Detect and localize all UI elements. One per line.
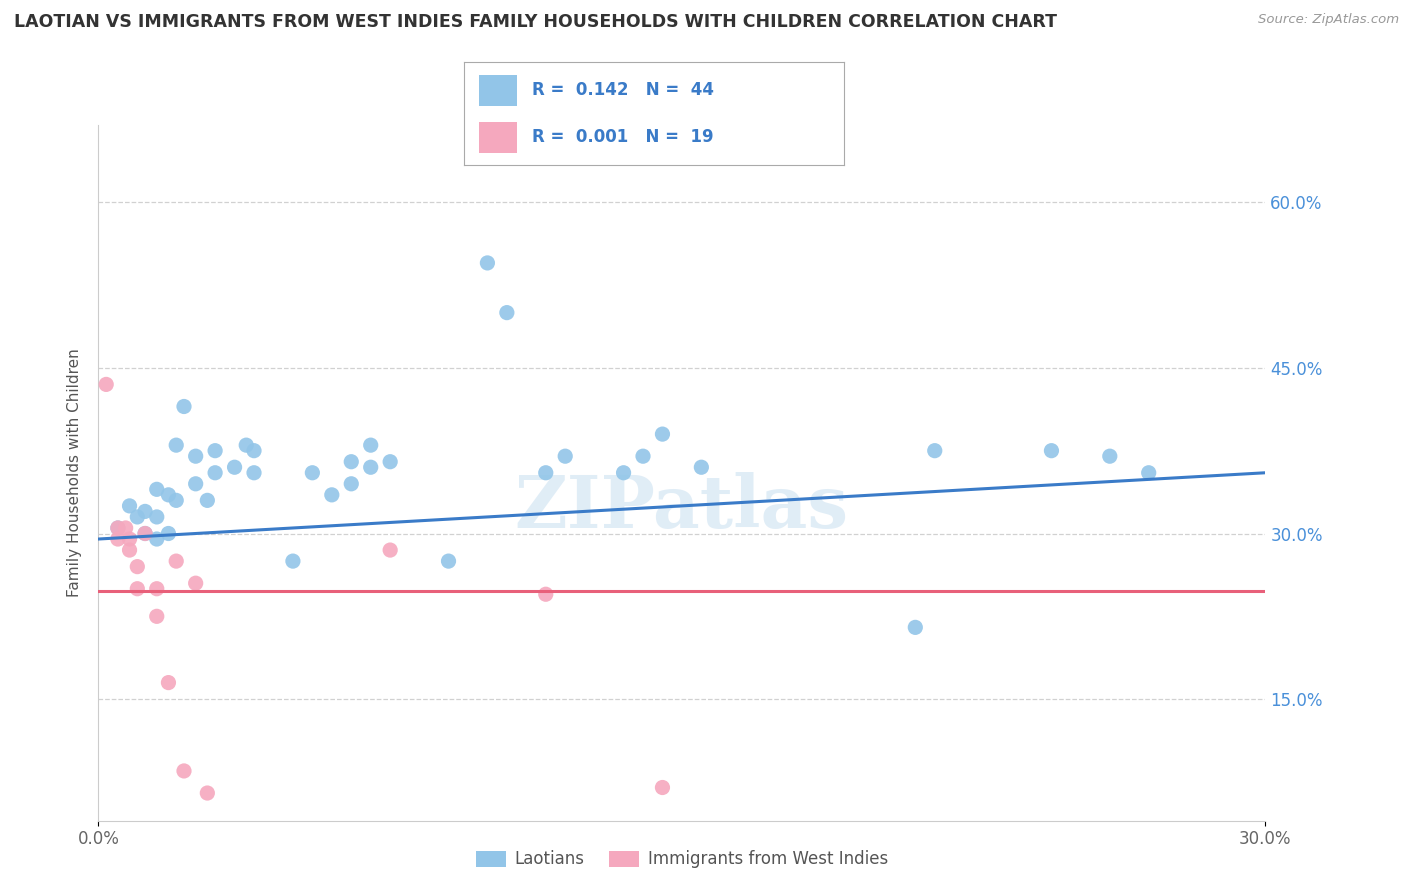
Text: ZIPatlas: ZIPatlas [515,472,849,543]
Point [613,466,636,480]
Point [554,449,576,463]
Point [146,582,169,596]
Point [118,499,141,513]
Point [107,521,129,535]
Point [165,438,187,452]
Point [1137,466,1160,480]
Point [495,305,517,319]
Point [360,460,382,475]
Point [157,675,180,690]
Y-axis label: Family Households with Children: Family Households with Children [67,349,83,597]
Point [235,438,257,452]
Bar [479,75,517,105]
Point [134,526,156,541]
Point [631,449,654,463]
Text: R =  0.001   N =  19: R = 0.001 N = 19 [533,128,714,146]
Text: R =  0.142   N =  44: R = 0.142 N = 44 [533,81,714,99]
Point [173,764,195,778]
Point [118,543,141,558]
Point [184,576,207,591]
Point [534,466,557,480]
Point [224,460,246,475]
Point [477,256,499,270]
Point [378,455,402,469]
Text: LAOTIAN VS IMMIGRANTS FROM WEST INDIES FAMILY HOUSEHOLDS WITH CHILDREN CORRELATI: LAOTIAN VS IMMIGRANTS FROM WEST INDIES F… [14,13,1057,31]
Point [157,526,180,541]
Point [1040,443,1063,458]
Point [301,466,323,480]
Point [378,543,402,558]
Point [118,532,141,546]
Point [204,466,226,480]
Point [157,488,180,502]
Point [195,493,218,508]
Point [96,377,118,392]
Point [134,526,156,541]
Point [204,443,226,458]
Point [173,400,195,414]
Point [127,510,149,524]
Point [146,510,169,524]
Point [243,466,266,480]
Point [340,455,363,469]
Point [165,493,187,508]
Point [281,554,304,568]
Point [534,587,557,601]
Point [146,483,169,497]
Bar [479,122,517,153]
Point [360,438,382,452]
Point [651,427,673,442]
Point [146,532,169,546]
Point [107,532,129,546]
Point [184,476,207,491]
Point [127,582,149,596]
Point [134,504,156,518]
Point [924,443,946,458]
Point [114,521,136,535]
Point [904,620,927,634]
Point [243,443,266,458]
Point [165,554,187,568]
Point [690,460,713,475]
Point [340,476,363,491]
Point [127,559,149,574]
Text: Source: ZipAtlas.com: Source: ZipAtlas.com [1258,13,1399,27]
Point [321,488,343,502]
Point [651,780,673,795]
Point [184,449,207,463]
Point [146,609,169,624]
Point [1098,449,1121,463]
Point [437,554,460,568]
Point [107,521,129,535]
Point [195,786,218,800]
Legend: Laotians, Immigrants from West Indies: Laotians, Immigrants from West Indies [470,844,894,875]
